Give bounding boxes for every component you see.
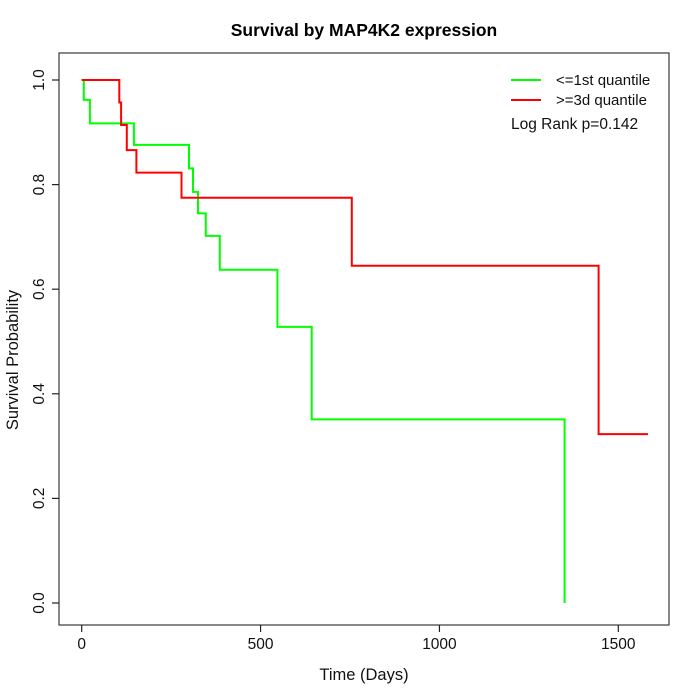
legend: <=1st quantile >=3d quantile Log Rank p=… [511,70,650,134]
log-rank-annotation: Log Rank p=0.142 [511,116,639,133]
legend-line-sample-red [511,98,541,102]
y-tick-label: 0.6 [31,278,48,300]
legend-entry-first-quantile: <=1st quantile [511,70,650,90]
survival-curve-red [81,79,648,436]
x-axis-label: Time (Days) [319,666,409,684]
y-tick-label: 0.0 [31,592,48,614]
legend-line-sample-green [511,78,541,82]
legend-entry-third-quantile: >=3d quantile [511,90,650,110]
legend-label-first-quantile: <=1st quantile [556,71,651,89]
x-tick-label: 1000 [422,636,457,653]
x-tick-label: 1500 [601,636,636,653]
y-tick-label: 0.2 [31,488,48,510]
survival-curve-green [81,79,566,603]
legend-label-third-quantile: >=3d quantile [556,91,647,109]
x-tick-label: 0 [77,636,86,653]
x-tick-label: 500 [248,636,274,653]
plot-frame [58,52,670,626]
y-tick-label: 0.4 [31,383,48,405]
chart-title: Survival by MAP4K2 expression [230,20,498,40]
y-tick-label: 0.8 [31,174,48,196]
y-tick-label: 1.0 [31,69,48,91]
y-axis-label: Survival Probability [4,289,22,431]
